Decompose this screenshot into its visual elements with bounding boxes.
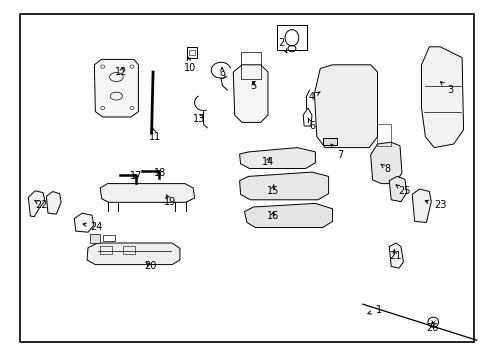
Polygon shape (244, 203, 332, 228)
Text: 3: 3 (446, 85, 452, 95)
Text: 2: 2 (278, 38, 284, 48)
Polygon shape (421, 47, 463, 148)
Text: 12: 12 (115, 67, 127, 77)
Polygon shape (370, 142, 401, 184)
Text: 20: 20 (144, 261, 157, 271)
Polygon shape (233, 65, 267, 122)
Text: 6: 6 (308, 121, 314, 131)
Bar (90, 234, 100, 243)
Bar (276, 25, 306, 50)
Polygon shape (94, 59, 138, 117)
Polygon shape (411, 189, 430, 222)
Text: 24: 24 (90, 222, 103, 232)
Polygon shape (314, 65, 377, 148)
Text: 26: 26 (426, 323, 438, 333)
Polygon shape (239, 148, 315, 168)
Bar (102, 235, 115, 241)
Text: 19: 19 (163, 197, 176, 207)
Text: 1: 1 (375, 305, 381, 315)
Text: 15: 15 (266, 186, 279, 196)
Polygon shape (388, 243, 403, 268)
Polygon shape (46, 192, 61, 214)
Text: 13: 13 (193, 114, 205, 124)
Text: 4: 4 (308, 92, 314, 102)
Polygon shape (87, 243, 180, 265)
Polygon shape (388, 176, 406, 202)
Polygon shape (28, 191, 45, 217)
Bar (376, 124, 390, 146)
Text: 25: 25 (398, 186, 410, 196)
Text: 16: 16 (266, 211, 279, 221)
Text: 9: 9 (219, 71, 225, 81)
Text: 8: 8 (384, 164, 389, 174)
Bar (189, 50, 195, 55)
Text: 11: 11 (149, 132, 162, 142)
Text: 10: 10 (183, 63, 196, 73)
Text: 22: 22 (35, 200, 48, 210)
Text: 14: 14 (261, 157, 274, 167)
Text: 17: 17 (129, 171, 142, 181)
Text: 5: 5 (250, 81, 256, 91)
Bar (100, 246, 112, 254)
Text: 18: 18 (154, 168, 166, 178)
Text: 23: 23 (433, 200, 446, 210)
Text: 21: 21 (388, 251, 401, 261)
Bar (187, 47, 197, 58)
Polygon shape (100, 184, 194, 202)
Bar (240, 52, 261, 79)
Bar (322, 138, 337, 145)
Bar (123, 246, 135, 254)
Polygon shape (74, 213, 94, 232)
Polygon shape (239, 172, 328, 200)
Text: 7: 7 (336, 150, 342, 160)
